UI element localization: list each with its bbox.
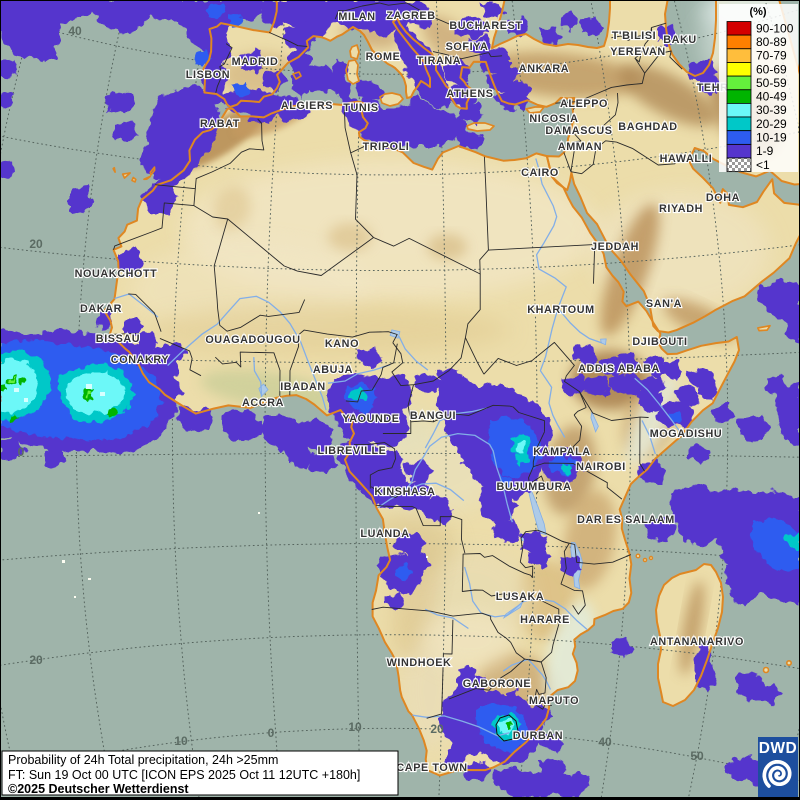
svg-text:LISBON: LISBON xyxy=(186,69,230,81)
svg-text:HARARE: HARARE xyxy=(520,614,570,626)
svg-text:NICOSIA: NICOSIA xyxy=(529,113,578,125)
svg-text:TRIPOLI: TRIPOLI xyxy=(363,141,410,153)
svg-text:70-79: 70-79 xyxy=(756,49,787,63)
svg-text:MOGADISHU: MOGADISHU xyxy=(650,428,723,440)
svg-text:10-19: 10-19 xyxy=(756,131,787,145)
svg-text:ALEPPO: ALEPPO xyxy=(560,98,608,110)
svg-text:ATHENS: ATHENS xyxy=(446,88,493,100)
svg-text:HAWALLI: HAWALLI xyxy=(660,153,713,165)
svg-text:KAMPALA: KAMPALA xyxy=(533,446,590,458)
svg-text:KHARTOUM: KHARTOUM xyxy=(527,304,595,316)
svg-text:CAPE TOWN: CAPE TOWN xyxy=(396,762,467,774)
svg-text:BUJUMBURA: BUJUMBURA xyxy=(497,481,572,493)
svg-text:0: 0 xyxy=(268,726,275,740)
svg-text:60-69: 60-69 xyxy=(756,62,787,76)
svg-text:LUANDA: LUANDA xyxy=(360,528,409,540)
svg-text:ADDIS ABABA: ADDIS ABABA xyxy=(578,363,660,375)
svg-text:ANTANANARIVO: ANTANANARIVO xyxy=(650,636,744,648)
svg-text:30-39: 30-39 xyxy=(756,103,787,117)
svg-text:80-89: 80-89 xyxy=(756,35,787,49)
svg-text:0: 0 xyxy=(18,445,25,459)
svg-text:1-9: 1-9 xyxy=(756,144,774,158)
svg-text:NAIROBI: NAIROBI xyxy=(576,461,626,473)
svg-text:40-49: 40-49 xyxy=(756,90,787,104)
svg-text:RIYADH: RIYADH xyxy=(659,203,703,215)
svg-text:DAKAR: DAKAR xyxy=(80,303,122,315)
svg-text:GABORONE: GABORONE xyxy=(463,678,531,690)
svg-text:ANKARA: ANKARA xyxy=(519,63,569,75)
svg-text:20: 20 xyxy=(430,722,444,736)
svg-text:40: 40 xyxy=(598,735,612,749)
svg-text:LIBREVILLE: LIBREVILLE xyxy=(318,445,387,457)
svg-text:DURBAN: DURBAN xyxy=(513,730,563,742)
svg-text:CAIRO: CAIRO xyxy=(521,167,559,179)
svg-text:MAPUTO: MAPUTO xyxy=(529,695,579,707)
svg-text:DAR ES SALAAM: DAR ES SALAAM xyxy=(577,514,675,526)
svg-text:OUAGADOUGOU: OUAGADOUGOU xyxy=(205,334,300,346)
svg-text:20: 20 xyxy=(29,653,43,667)
svg-text:40: 40 xyxy=(68,24,82,38)
svg-text:20-29: 20-29 xyxy=(756,117,787,131)
svg-text:DOHA: DOHA xyxy=(706,192,740,204)
svg-text:YEREVAN: YEREVAN xyxy=(610,46,666,58)
svg-text:WINDHOEK: WINDHOEK xyxy=(387,657,452,669)
svg-text:JEDDAH: JEDDAH xyxy=(591,241,639,253)
svg-text:IBADAN: IBADAN xyxy=(280,381,326,393)
svg-text:BISSAU: BISSAU xyxy=(96,333,140,345)
svg-text:©2025 Deutscher Wetterdienst: ©2025 Deutscher Wetterdienst xyxy=(8,782,189,796)
svg-text:BAKU: BAKU xyxy=(663,34,697,46)
svg-text:50-59: 50-59 xyxy=(756,76,787,90)
svg-text:BAGHDAD: BAGHDAD xyxy=(618,121,677,133)
svg-text:MADRID: MADRID xyxy=(232,56,279,68)
svg-text:MILAN: MILAN xyxy=(338,11,375,23)
svg-text:LUSAKA: LUSAKA xyxy=(496,591,545,603)
svg-text:(%): (%) xyxy=(749,6,766,18)
svg-text:TIRANA: TIRANA xyxy=(417,55,461,67)
svg-text:BUCHAREST: BUCHAREST xyxy=(449,20,522,32)
svg-text:DJIBOUTI: DJIBOUTI xyxy=(632,336,687,348)
svg-text:T'BILISI: T'BILISI xyxy=(612,30,657,42)
svg-text:SOFIYA: SOFIYA xyxy=(446,41,489,53)
svg-text:50: 50 xyxy=(690,749,704,763)
svg-text:TUNIS: TUNIS xyxy=(343,102,378,114)
svg-text:AMMAN: AMMAN xyxy=(558,141,602,153)
svg-text:10: 10 xyxy=(348,720,362,734)
svg-text:10: 10 xyxy=(174,734,188,748)
svg-text:DAMASCUS: DAMASCUS xyxy=(545,125,612,137)
svg-text:ABUJA: ABUJA xyxy=(313,364,353,376)
svg-text:KINSHASA: KINSHASA xyxy=(374,486,435,498)
svg-text:Probability of 24h Total preci: Probability of 24h Total precipitation, … xyxy=(8,753,278,767)
svg-text:ALGIERS: ALGIERS xyxy=(281,100,333,112)
svg-text:SAN'A: SAN'A xyxy=(646,298,682,310)
svg-text:KANO: KANO xyxy=(325,338,359,350)
svg-text:ZAGREB: ZAGREB xyxy=(386,10,435,22)
svg-text:YAOUNDE: YAOUNDE xyxy=(342,413,399,425)
svg-text:20: 20 xyxy=(29,237,43,251)
svg-text:90-100: 90-100 xyxy=(756,21,794,35)
svg-text:FT: Sun 19 Oct 00 UTC [ICON EP: FT: Sun 19 Oct 00 UTC [ICON EPS 2025 Oct… xyxy=(8,768,360,782)
svg-text:CONAKRY: CONAKRY xyxy=(111,354,170,366)
svg-text:DWD: DWD xyxy=(759,740,798,757)
svg-text:<1: <1 xyxy=(756,158,770,172)
svg-text:ACCRA: ACCRA xyxy=(242,397,284,409)
svg-text:BANGUI: BANGUI xyxy=(410,410,456,422)
svg-text:ROME: ROME xyxy=(366,51,401,63)
svg-text:RABAT: RABAT xyxy=(200,118,240,130)
svg-text:NOUAKCHOTT: NOUAKCHOTT xyxy=(75,268,158,280)
